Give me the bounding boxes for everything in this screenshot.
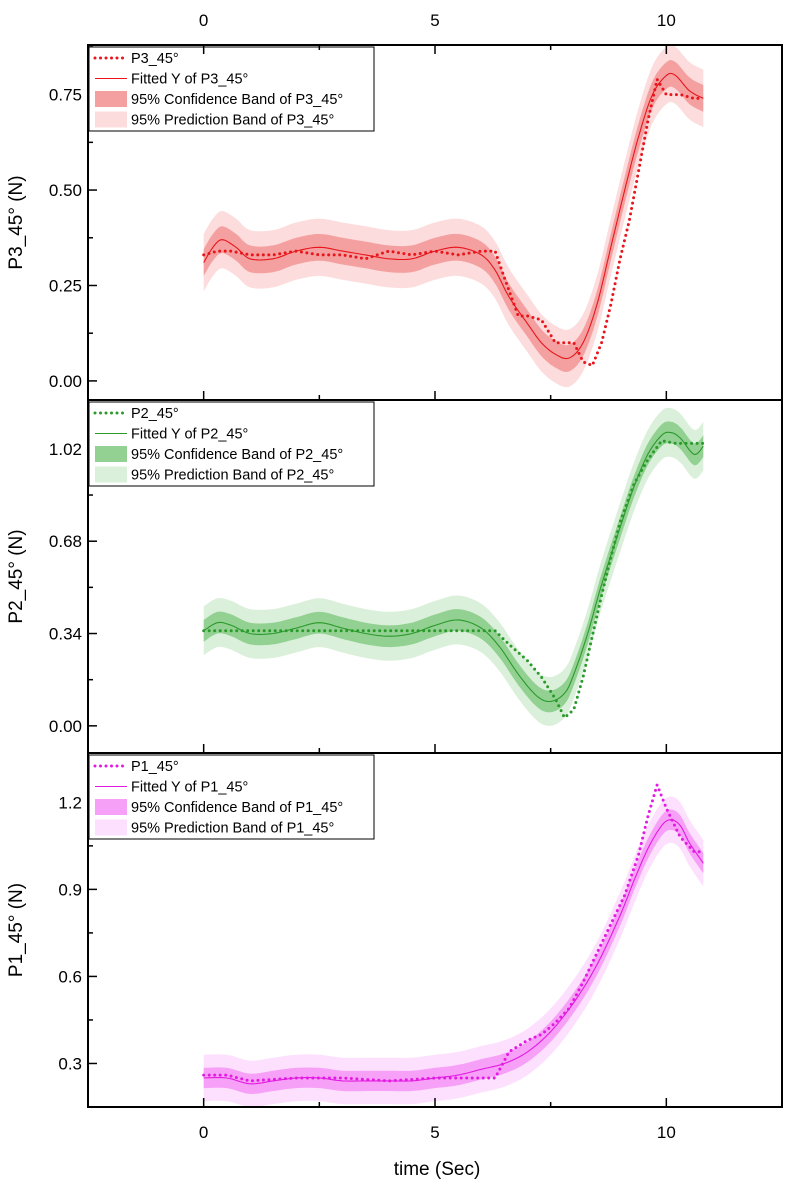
top-x-tick-label: 10: [657, 11, 676, 30]
top-x-tick-label: 5: [430, 11, 439, 30]
y-tick-label-p2: 0.68: [49, 532, 82, 551]
y-axis-label-p1: P1_45° (N): [6, 883, 27, 977]
y-tick-label-p3: 0.75: [49, 86, 82, 105]
fitted-line-p3: [203, 72, 704, 360]
bottom-x-tick-label: 0: [199, 1123, 208, 1142]
chart-panel-p3: 0.00 0.25 0.50 0.75 P3_45° (N) P3_45° Fitted Y…: [6, 44, 783, 401]
plot-area-p2: [202, 407, 705, 726]
bottom-x-tick-label: 10: [657, 1123, 676, 1142]
y-tick-label-p1: 0.9: [58, 880, 82, 899]
legend-label: 95% Confidence Band of P3_45°: [131, 92, 343, 108]
chart-panel-p1: 0.3 0.6 0.9 1.2 P1_45° (N) P1_45° Fitted Y of …: [6, 752, 783, 1108]
y-tick-label-p1: 1.2: [58, 793, 82, 812]
data-line-p3: [202, 75, 705, 368]
x-axis-label: time (Sec): [394, 1159, 481, 1180]
legend-box-p3: [88, 46, 375, 132]
y-tick-label-p2: 0.34: [49, 625, 82, 644]
legend-box-p1: [88, 754, 375, 840]
y-tick-label-p2: 0.00: [49, 717, 82, 736]
y-axis-label-p2: P2_45° (N): [6, 529, 27, 623]
bottom-x-tick-label: 5: [430, 1123, 439, 1142]
legend-label: P1_45°: [131, 759, 179, 775]
legend-swatch-confidence: [95, 91, 127, 107]
legend-swatch-prediction: [95, 111, 127, 128]
y-tick-label-p3: 0.00: [49, 372, 82, 391]
confidence-band-p3: [203, 60, 704, 372]
legend-label: 95% Prediction Band of P1_45°: [131, 821, 334, 837]
legend-p2: P2_45° Fitted Y of P2_45° 95% Confidence B…: [88, 401, 375, 487]
prediction-band-p3: [203, 45, 704, 388]
y-tick-label-p3: 0.25: [49, 276, 82, 295]
legend-label: Fitted Y of P3_45°: [131, 72, 248, 88]
top-x-tick-label: 0: [199, 11, 208, 30]
legend-label: 95% Confidence Band of P1_45°: [131, 800, 343, 816]
fitted-line-p1: [203, 819, 704, 1085]
plot-area-p1: [202, 780, 705, 1107]
legend-label: P2_45°: [131, 406, 179, 422]
legend-label: P3_45°: [131, 51, 179, 67]
legend-label: Fitted Y of P2_45°: [131, 427, 248, 443]
legend-swatch-prediction: [95, 819, 127, 836]
legend-box-p2: [88, 401, 375, 487]
data-line-p1: [202, 780, 705, 1083]
bottom-axis: 0 5 10: [199, 1123, 676, 1142]
y-axis-label-p3: P3_45° (N): [6, 175, 27, 269]
plot-area-p3: [202, 45, 705, 388]
legend-swatch-confidence: [95, 799, 127, 815]
legend-p3: P3_45° Fitted Y of P3_45° 95% Confidence B…: [88, 46, 375, 132]
y-tick-label-p1: 0.6: [58, 967, 82, 986]
legend-swatch-prediction: [95, 466, 127, 483]
legend-swatch-confidence: [95, 446, 127, 462]
legend-label: Fitted Y of P1_45°: [131, 780, 248, 796]
legend-label: 95% Confidence Band of P2_45°: [131, 447, 343, 463]
fitted-line-p2: [203, 431, 704, 703]
prediction-band-p2: [203, 407, 704, 726]
chart-panel-p2: 0.00 0.34 0.68 1.02 P2_45° (N) P2_45° Fitted Y…: [6, 399, 783, 754]
y-tick-label-p2: 1.02: [49, 440, 82, 459]
legend-label: 95% Prediction Band of P2_45°: [131, 468, 334, 484]
legend-label: 95% Prediction Band of P3_45°: [131, 113, 334, 129]
y-tick-label-p1: 0.3: [58, 1054, 82, 1073]
legend-p1: P1_45° Fitted Y of P1_45° 95% Confidence B…: [88, 754, 375, 840]
top-axis: 0 5 10: [87, 11, 783, 54]
y-tick-label-p3: 0.50: [49, 181, 82, 200]
